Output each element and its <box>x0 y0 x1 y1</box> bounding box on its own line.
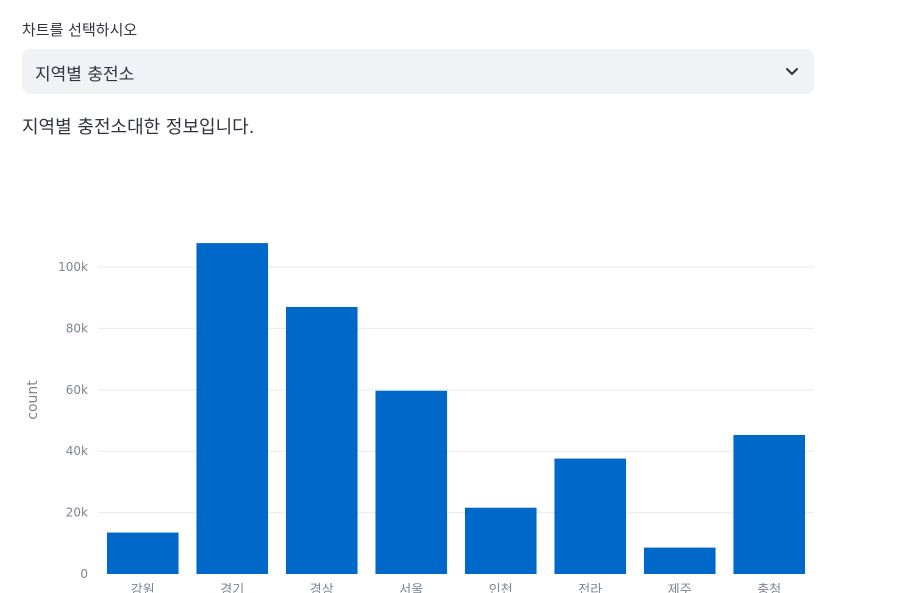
x-tick-label: 인천 <box>489 583 513 593</box>
bar-경기[interactable] <box>196 243 269 574</box>
x-tick-label: 충청 <box>757 583 781 593</box>
bar-제주[interactable] <box>643 547 716 574</box>
bar-전라[interactable] <box>554 458 627 574</box>
y-tick-label: 100k <box>58 260 88 274</box>
y-axis-label: count <box>25 380 41 420</box>
bar-경상[interactable] <box>285 306 358 574</box>
chevron-down-icon[interactable] <box>784 63 800 79</box>
x-tick-label: 경상 <box>310 583 334 593</box>
y-axis-ticks: 0 20k 40k 60k 80k 100k <box>58 260 88 581</box>
bar-서울[interactable] <box>375 390 448 574</box>
y-tick-label: 0 <box>80 567 88 581</box>
bars <box>106 243 806 574</box>
x-tick-label: 강원 <box>131 583 155 593</box>
y-tick-label: 40k <box>66 444 88 458</box>
x-tick-label: 경기 <box>220 583 244 593</box>
chart-select-dropdown[interactable]: 지역별 충전소 <box>22 49 814 94</box>
info-text: 지역별 충전소대한 정보입니다. <box>22 117 255 138</box>
bar-강원[interactable] <box>106 532 179 574</box>
select-label: 차트를 선택하시오 <box>22 21 138 39</box>
bar-충청[interactable] <box>733 434 806 574</box>
x-tick-label: 제주 <box>668 583 692 593</box>
bar-인천[interactable] <box>464 507 537 574</box>
y-tick-label: 60k <box>66 383 88 397</box>
select-value: 지역별 충전소 <box>35 65 135 85</box>
x-tick-label: 서울 <box>399 583 423 593</box>
x-tick-label: 전라 <box>578 583 602 593</box>
y-tick-label: 80k <box>66 321 88 335</box>
bar-chart: 0 20k 40k 60k 80k 100k 강원 경기 경상 서울 인천 전라 제주 충청 count <box>25 243 814 593</box>
y-tick-label: 20k <box>66 506 88 520</box>
x-axis-ticks: 강원 경기 경상 서울 인천 전라 제주 충청 <box>131 583 781 593</box>
